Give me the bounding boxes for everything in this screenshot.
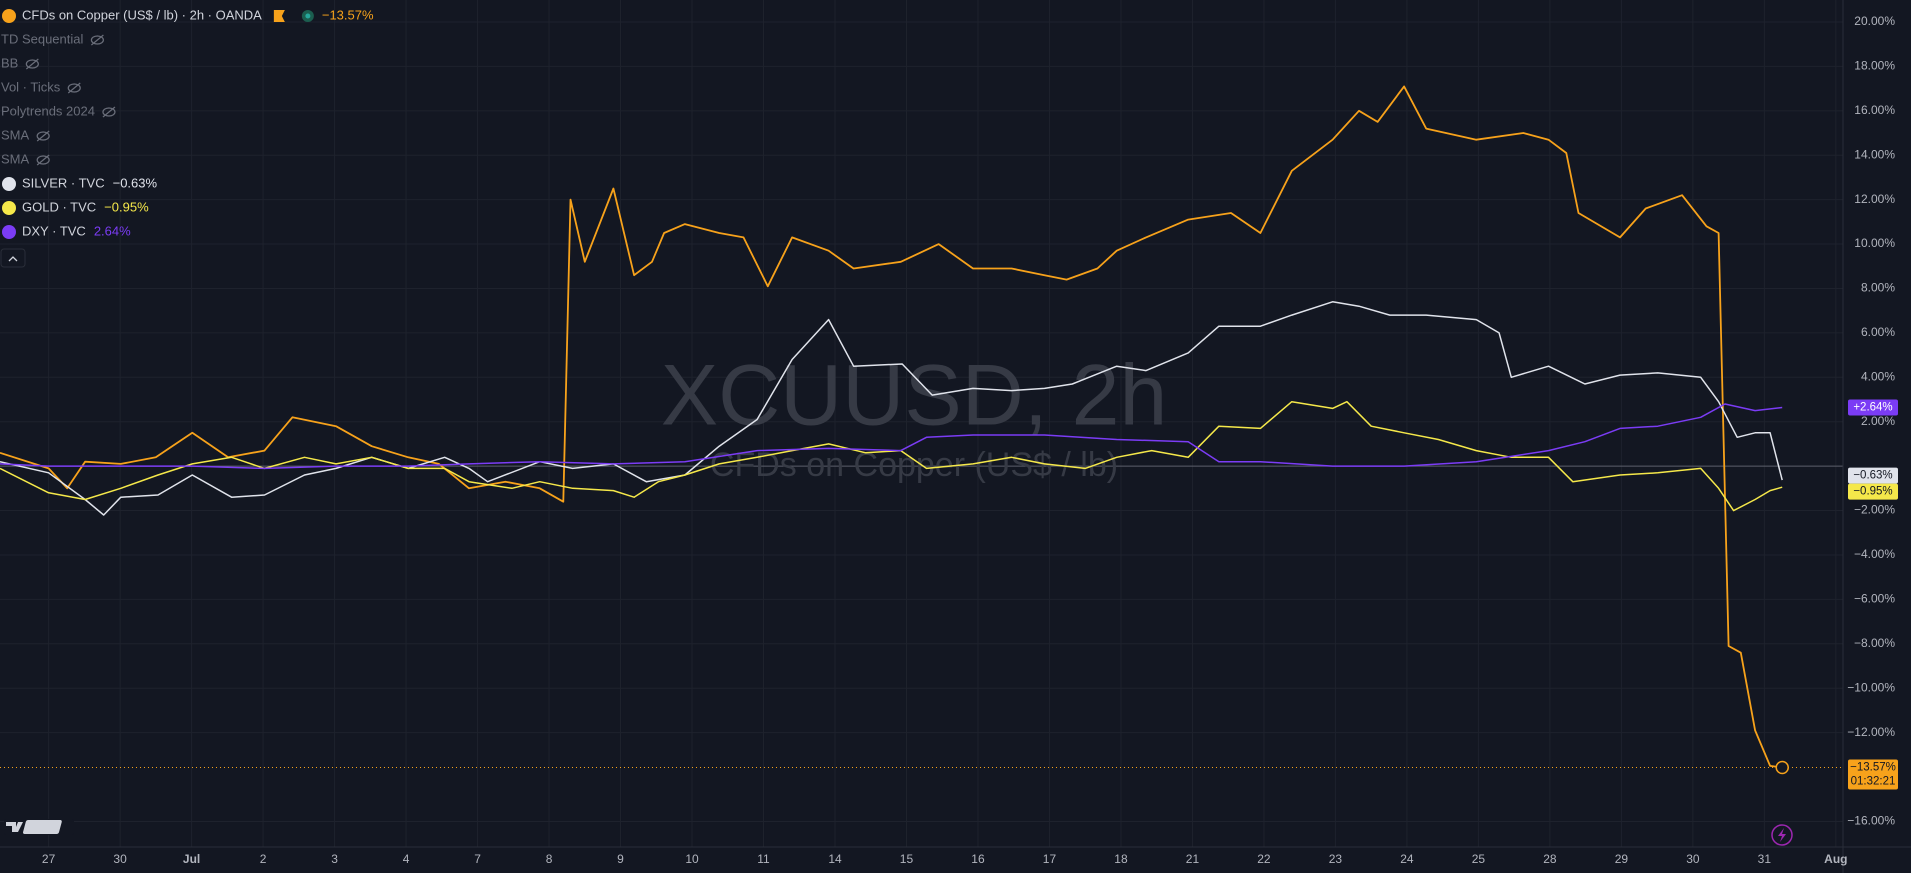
flag-icon [273, 10, 285, 22]
x-tick-label: 8 [546, 852, 553, 866]
y-tick-label: −12.00% [1847, 725, 1895, 739]
y-tick-label: 18.00% [1854, 59, 1895, 73]
hidden-eye-slash [36, 130, 50, 142]
x-tick-label: 25 [1472, 852, 1486, 866]
hidden-eye-slash [36, 154, 50, 166]
x-tick-label: 2 [260, 852, 267, 866]
x-tick-label: 4 [403, 852, 410, 866]
price-badge-label: −0.63% [1853, 470, 1892, 482]
indicator-name: SMA [1, 127, 30, 142]
x-tick-label: 21 [1186, 852, 1200, 866]
legend-value: −0.95% [104, 199, 149, 214]
symbol-icon [2, 177, 16, 191]
plot [0, 85, 1843, 775]
hidden-eye-icon[interactable] [36, 155, 50, 165]
x-tick-label: 17 [1043, 852, 1057, 866]
x-tick-label: 24 [1400, 852, 1414, 866]
hidden-eye-slash [25, 58, 39, 70]
series-line [0, 301, 1783, 516]
y-tick-label: 20.00% [1854, 14, 1895, 28]
x-tick-label: 15 [900, 852, 914, 866]
countdown: 01:32:21 [1851, 776, 1896, 788]
x-tick-label: 27 [42, 852, 56, 866]
y-tick-label: 10.00% [1854, 236, 1895, 250]
collapse-arrow [8, 256, 18, 262]
x-tick-label: Aug [1824, 852, 1847, 866]
chart-title: CFDs on Copper (US$ / lb) · 2h · OANDA [22, 7, 262, 22]
x-tick-label: 30 [1686, 852, 1700, 866]
y-tick-label: 6.00% [1861, 325, 1895, 339]
indicator-name: SMA [1, 151, 30, 166]
x-tick-label: 10 [685, 852, 699, 866]
hidden-eye-slash [91, 34, 104, 46]
x-tick-label: 16 [971, 852, 985, 866]
legend-value: −13.57% [322, 7, 374, 22]
legend: CFDs on Copper (US$ / lb) · 2h · OANDA −1… [0, 7, 374, 268]
series-line [0, 85, 1783, 769]
watermark-symbol: XCUUSD, 2h [661, 348, 1168, 444]
indicator-name: Polytrends 2024 [1, 103, 95, 118]
last-price-marker [1775, 760, 1789, 775]
y-tick-label: −10.00% [1847, 680, 1895, 694]
indicator-name: BB [1, 55, 18, 70]
x-tick-label: 9 [617, 852, 624, 866]
x-tick-label: 31 [1758, 852, 1772, 866]
legend-name: GOLD · TVC [22, 199, 96, 214]
x-tick-label: 11 [757, 852, 770, 866]
hidden-eye-icon[interactable] [36, 131, 50, 141]
y-tick-label: 16.00% [1854, 103, 1895, 117]
price-badge-label: −13.57% [1850, 762, 1896, 774]
symbol-icon [2, 201, 16, 215]
legend-name: DXY · TVC [22, 223, 86, 238]
indicator-name: TD Sequential [1, 31, 83, 46]
x-tick-label: 28 [1543, 852, 1557, 866]
price-badge-label: +2.64% [1853, 402, 1892, 414]
status-dot-core [305, 13, 311, 19]
y-tick-label: −16.00% [1847, 814, 1895, 828]
legend-name: SILVER · TVC [22, 175, 105, 190]
y-tick-label: 2.00% [1861, 414, 1895, 428]
series-line [0, 403, 1783, 470]
price-badge-label: −0.95% [1853, 486, 1892, 498]
series-line [0, 400, 1783, 512]
symbol-icon [2, 225, 16, 239]
price-badge [1848, 483, 1898, 500]
hidden-eye-icon[interactable] [90, 35, 104, 45]
x-tick-label: 22 [1257, 852, 1271, 866]
price-badge [1848, 467, 1898, 484]
hidden-eye-slash [102, 106, 116, 118]
y-tick-label: 12.00% [1854, 192, 1895, 206]
hidden-eye-icon[interactable] [67, 83, 81, 93]
tv-logo [4, 819, 74, 835]
indicator-name: Vol · Ticks [1, 79, 61, 94]
collapse-button[interactable] [0, 248, 26, 268]
y-tick-label: −8.00% [1854, 636, 1895, 650]
hidden-eye-icon[interactable] [102, 107, 116, 117]
x-tick-label: 14 [828, 852, 842, 866]
hidden-eye-icon[interactable] [25, 59, 39, 69]
price-badge [1848, 759, 1898, 790]
legend-value: −0.63% [113, 175, 158, 190]
x-tick-label: Jul [183, 852, 200, 866]
y-tick-label: −6.00% [1854, 592, 1895, 606]
y-tick-label: −4.00% [1854, 547, 1895, 561]
y-tick-label: 4.00% [1861, 369, 1895, 383]
legend-value: 2.64% [94, 223, 131, 238]
y-tick-label: 8.00% [1861, 281, 1895, 295]
x-tick-label: 7 [474, 852, 481, 866]
x-tick-label: 3 [331, 852, 338, 866]
axes: 27 30 Jul 2 3 4 7 8 9 10 11 14 15 16 17 18 21 22 23 24 25 28 2… [42, 14, 1898, 866]
x-tick-label: 23 [1329, 852, 1343, 866]
grid [0, 0, 1843, 847]
y-tick-label: −2.00% [1854, 503, 1895, 517]
hidden-eye-slash [67, 82, 81, 94]
symbol-icon [2, 9, 16, 23]
replay-icon[interactable] [1771, 824, 1793, 846]
x-tick-label: 29 [1615, 852, 1629, 866]
x-tick-label: 18 [1114, 852, 1128, 866]
price-badge [1848, 399, 1898, 416]
y-tick-label: 14.00% [1854, 147, 1895, 161]
x-tick-label: 30 [113, 852, 127, 866]
